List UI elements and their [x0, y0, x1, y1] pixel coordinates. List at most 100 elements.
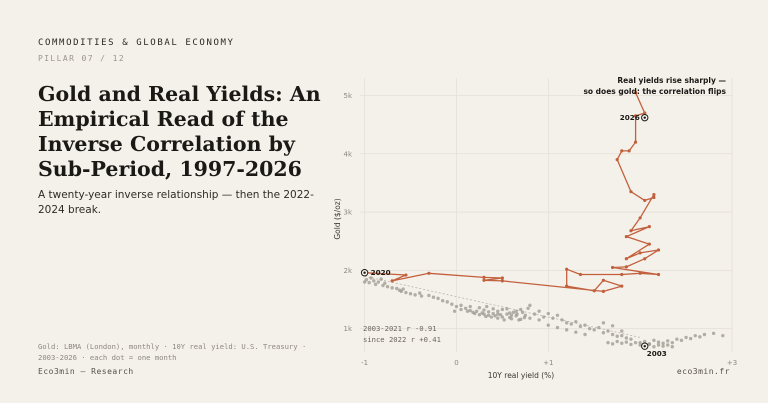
chart-grid	[360, 78, 733, 352]
series-line-points	[362, 90, 661, 293]
scatter-point	[463, 306, 468, 310]
scatter-point	[399, 289, 404, 294]
scatter-point	[519, 307, 523, 312]
series-line-point	[624, 257, 628, 261]
scatter-point	[468, 304, 472, 309]
scatter-point	[369, 276, 373, 280]
series-line-point	[565, 284, 569, 288]
scatter-point	[376, 280, 381, 284]
scatter-point	[537, 318, 541, 322]
scatter-point	[522, 315, 527, 320]
scatter-point	[606, 329, 610, 333]
scatter-point	[454, 304, 459, 309]
scatter-point	[652, 338, 656, 343]
scatter-point	[395, 286, 399, 291]
scatter-point	[465, 309, 470, 313]
series-line-point	[643, 257, 647, 261]
scatter-point	[666, 343, 670, 347]
y-axis-title: Gold ($/oz)	[333, 198, 342, 239]
series-line-point	[500, 279, 504, 283]
scatter-point	[702, 332, 707, 337]
series-line-point	[624, 234, 628, 239]
scatter-point	[610, 324, 615, 328]
scatter-point	[474, 309, 479, 313]
series-line-point	[404, 273, 408, 277]
scatter-point	[482, 308, 486, 312]
page-title: Gold and Real Yields: An Empirical Read …	[38, 82, 321, 181]
scatter-point	[670, 345, 674, 349]
scatter-point	[477, 305, 482, 310]
scatter-point	[452, 309, 457, 313]
scatter-point	[638, 343, 642, 347]
site-footer: eco3min.fr	[676, 367, 730, 376]
series-line-point	[643, 111, 647, 115]
scatter-point	[578, 324, 583, 329]
x-tick-label: 0	[454, 359, 458, 367]
series-line-point	[643, 198, 647, 203]
series-line-point	[638, 251, 642, 255]
series-line-point	[610, 265, 615, 270]
scatter-point	[486, 313, 491, 317]
scatter-point	[493, 314, 497, 318]
series-line-point	[638, 271, 642, 275]
scatter-point	[675, 337, 679, 341]
scatter-point	[564, 328, 569, 332]
scatter-point	[445, 300, 449, 304]
series-line-point	[482, 275, 486, 279]
scatter-point	[515, 312, 519, 316]
scatter-point	[362, 280, 367, 284]
series-line-point	[601, 278, 606, 282]
scatter-point	[381, 283, 385, 288]
scatter-point	[555, 313, 560, 317]
scatter-point	[587, 326, 592, 331]
scatter-point	[721, 333, 725, 338]
annotation-marker-core	[363, 271, 366, 274]
scatter-point	[431, 295, 436, 299]
scatter-point	[459, 307, 463, 312]
x-axis-title: 10Y real yield (%)	[488, 371, 555, 380]
scatter-point	[698, 335, 702, 339]
scatter-point	[526, 306, 530, 310]
scatter-point	[419, 294, 424, 298]
scatter-point	[606, 340, 610, 345]
scatter-point	[390, 286, 394, 290]
scatter-point	[514, 309, 518, 313]
scatter-point	[489, 315, 494, 319]
scatter-point	[597, 325, 601, 330]
series-line-point	[620, 149, 624, 153]
scatter-point	[629, 337, 633, 341]
scatter-point	[546, 311, 550, 316]
scatter-point	[569, 322, 573, 326]
series-line-point	[565, 267, 569, 271]
scatter-point	[500, 307, 505, 312]
scatter-point	[502, 318, 506, 322]
scatter-point	[468, 308, 472, 313]
x-tick-label: +1	[543, 359, 553, 367]
scatter-point	[666, 339, 670, 343]
scatter-point	[661, 344, 665, 348]
scatter-point	[473, 311, 477, 316]
series-line-point	[647, 242, 651, 246]
series-line-point	[638, 216, 642, 220]
series-line-point	[629, 229, 633, 233]
scatter-point	[528, 316, 532, 320]
scatter-point	[620, 329, 624, 333]
annotation-marker-core	[643, 116, 646, 119]
series-line-path	[364, 92, 660, 293]
scatter-point	[620, 333, 624, 338]
scatter-point	[656, 343, 661, 347]
series-line-point	[629, 190, 633, 194]
trend-line	[364, 275, 641, 338]
series-line-point	[620, 284, 624, 288]
series-line-point	[390, 279, 394, 283]
scatter-point	[615, 334, 619, 338]
scatter-point	[574, 330, 578, 334]
y-tick-label: 2k	[343, 267, 352, 275]
scatter-point	[564, 321, 569, 325]
scatter-point	[500, 315, 505, 319]
y-tick-label: 4k	[343, 150, 352, 158]
scatter-point	[519, 317, 523, 322]
scatter-point	[408, 292, 413, 296]
annotation-label: 2026	[620, 113, 640, 122]
y-tick-label: 1k	[343, 325, 352, 333]
